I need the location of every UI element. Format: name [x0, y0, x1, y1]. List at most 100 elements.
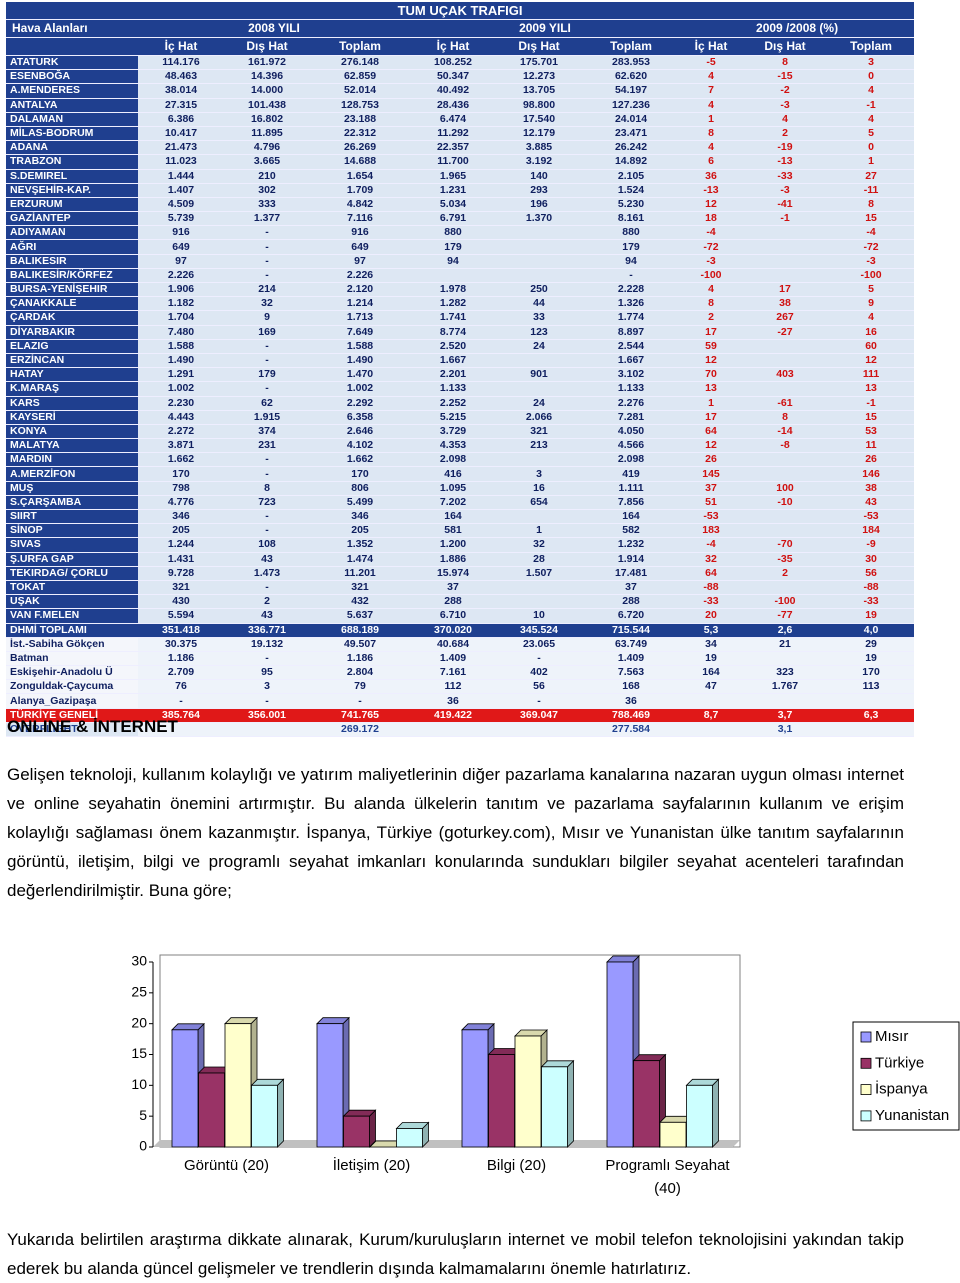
table-row: SIIRT 346-346 164 164 -53 -53 [6, 509, 915, 525]
cell: 9.728 [138, 566, 224, 581]
cell: 62.620 [582, 69, 680, 85]
table-row: ERZİNCAN 1.490-1.490 1.667 1.667 12 12 [6, 353, 915, 369]
cell [496, 722, 582, 738]
cell: 323 [742, 665, 828, 681]
cell: 2.066 [496, 410, 582, 425]
cell: 19 [828, 608, 915, 624]
cell: 44 [496, 296, 582, 312]
cell: 7.480 [138, 325, 224, 340]
cell: 5.637 [310, 608, 410, 624]
cell: - [224, 452, 310, 468]
cell: 5.230 [582, 197, 680, 213]
x-tick-label: Programlı Seyahat (40) [605, 1157, 730, 1197]
cell: -14 [742, 424, 828, 440]
cell: 2 [224, 594, 310, 610]
cell: 17 [742, 282, 828, 298]
table-row: K.MARAŞ 1.002-1.002 1.133 1.133 13 13 [6, 381, 915, 397]
cell: 6.474 [410, 112, 496, 127]
floor [153, 1140, 740, 1147]
cell: 12 [680, 353, 742, 369]
cell: 111 [828, 367, 915, 383]
cell: 26.242 [582, 140, 680, 156]
table-row: ÇARDAK 1.704 9 1.713 1.741 33 1.774 2 267 4 [6, 310, 915, 326]
cell: 10.417 [138, 126, 224, 142]
cell [742, 268, 828, 284]
airport-name: Ş.URFA GAP [6, 552, 138, 567]
airport-name: UŞAK [6, 594, 138, 610]
y-tick-label: 10 [131, 1076, 147, 1092]
table-row: Alanya_Gazipaşa - - -36-36 [6, 693, 915, 709]
bar-top [540, 1060, 575, 1068]
cell: 47 [680, 679, 742, 695]
cell [742, 693, 828, 709]
cell: 1.431 [138, 552, 224, 567]
cell: 1.473 [224, 566, 310, 581]
cell: 0 [828, 140, 915, 156]
airport-name: ADANA [6, 140, 138, 156]
sub-header: Dış Hat [224, 37, 310, 56]
cell: 94 [582, 254, 680, 269]
cell: 1.282 [410, 296, 496, 312]
cell: 179 [224, 367, 310, 383]
cell: 1.186 [310, 651, 410, 667]
cell: 1.352 [310, 537, 410, 553]
x-tick-label: Görüntü (20) [183, 1157, 270, 1174]
bar-side [422, 1121, 429, 1148]
cell: 17 [680, 325, 742, 340]
cell [828, 693, 915, 709]
table-row: Zonguldak-Çaycuma 76 3 79 112 56 168 47 1.767 113 [6, 679, 915, 695]
cell: 1.774 [582, 310, 680, 326]
cell: 1.214 [310, 296, 410, 312]
cell: 2.646 [310, 424, 410, 440]
cell: 43 [828, 495, 915, 511]
cell: 214 [224, 282, 310, 298]
cell: 916 [138, 225, 224, 241]
cell: 14.396 [224, 69, 310, 85]
table-row: ÇANAKKALE 1.182 32 1.214 1.282 44 1.326 8 38 9 [6, 296, 915, 312]
cell: -3 [680, 254, 742, 269]
cell: 7.563 [582, 665, 680, 681]
cell: 17.540 [496, 112, 582, 127]
cell: 3 [828, 55, 915, 71]
cell: 2.252 [410, 396, 496, 411]
cell: 52.014 [310, 83, 410, 99]
cell: 37 [410, 580, 496, 596]
cell: 2.228 [582, 282, 680, 298]
cell: 723 [224, 495, 310, 511]
cell [496, 452, 582, 468]
cell: 30.375 [138, 637, 224, 652]
cell: -4 [680, 537, 742, 553]
cell: 22.357 [410, 140, 496, 156]
cell: 33 [496, 310, 582, 326]
cell: 210 [224, 169, 310, 184]
cell: 38 [828, 481, 915, 496]
cell: 4.050 [582, 424, 680, 440]
airport-name: SIVAS [6, 537, 138, 553]
cell: 26.269 [310, 140, 410, 156]
cell: -77 [742, 608, 828, 624]
airport-name: MUŞ [6, 481, 138, 496]
airport-name: ADIYAMAN [6, 225, 138, 241]
cell: 1.474 [310, 552, 410, 567]
cell: 20 [680, 608, 742, 624]
cell: 24 [496, 339, 582, 354]
section-heading: ONLINE & İNTERNET [7, 717, 178, 736]
cell: 183 [680, 523, 742, 539]
cell: 60 [828, 339, 915, 354]
cell: 1.409 [582, 651, 680, 667]
cell: 419 [582, 466, 680, 482]
cell: 321 [310, 580, 410, 596]
cell: 582 [582, 523, 680, 539]
cell [410, 268, 496, 284]
table-row: Ş.URFA GAP 1.431 43 1.474 1.886 28 1.914 32 -35 3… [6, 552, 915, 567]
cell: 64 [680, 424, 742, 440]
group-header: 2009 YILI [410, 19, 680, 38]
cell: 3,7 [742, 708, 828, 723]
table-row: ERZURUM 4.509 333 4.842 5.034 196 5.230 12 -41 8 [6, 197, 915, 213]
cell [742, 339, 828, 354]
cell: 1.741 [410, 310, 496, 326]
cell: 1.507 [496, 566, 582, 581]
cell: 2 [742, 566, 828, 581]
cell: 3.871 [138, 438, 224, 454]
cell: 128.753 [310, 98, 410, 113]
